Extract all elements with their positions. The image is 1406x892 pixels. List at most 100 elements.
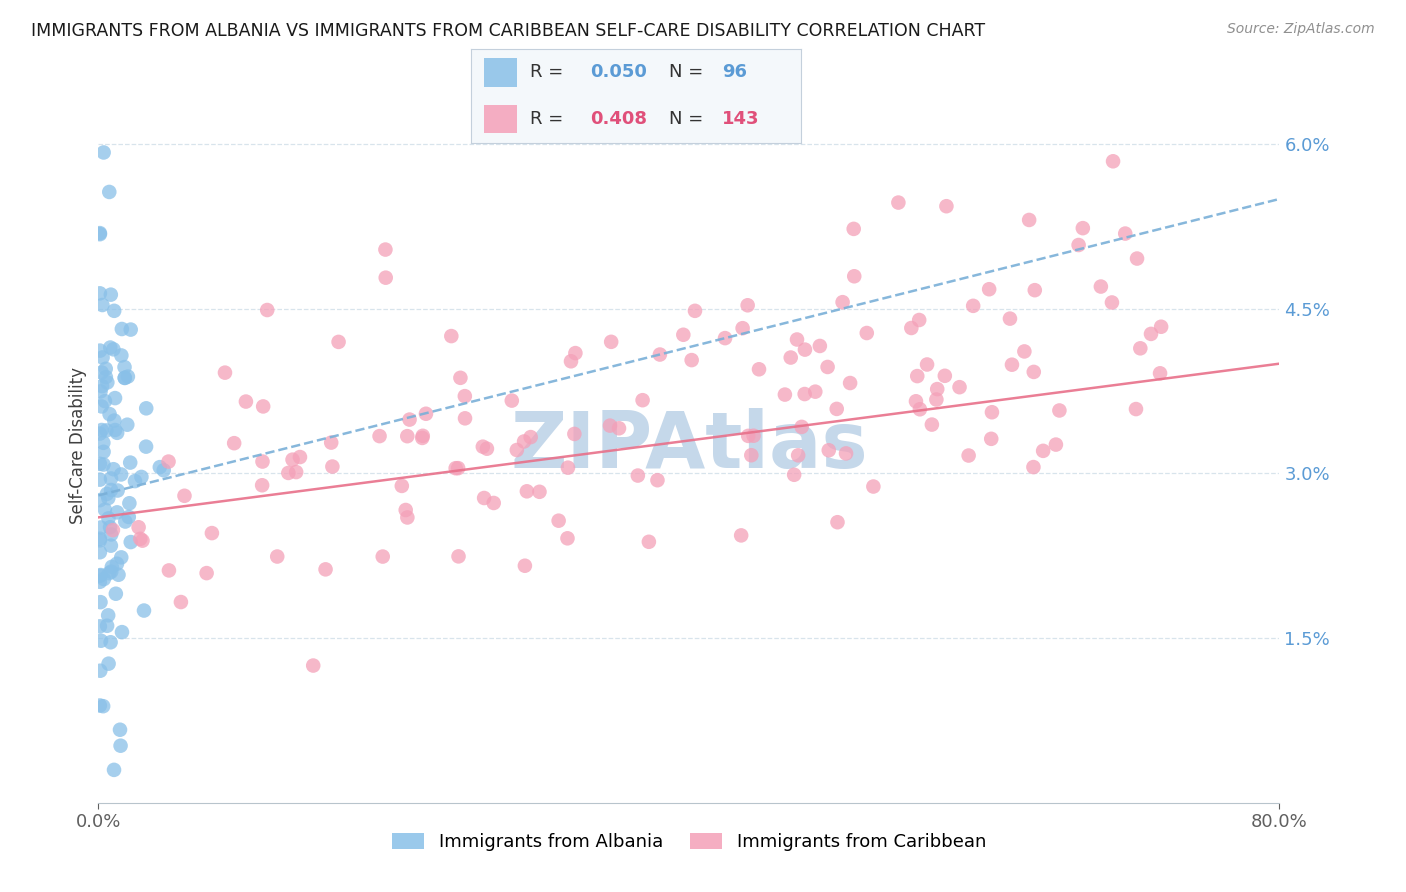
Point (825, 401, 848, 416)
Point (1045, 437, 1067, 451)
Point (96, 487, 118, 501)
Point (887, 195, 910, 210)
Point (110, 739, 132, 753)
Point (328, 334, 350, 349)
Point (447, 549, 470, 564)
Point (564, 426, 586, 441)
Point (454, 389, 477, 403)
Point (783, 467, 806, 482)
Point (927, 382, 949, 396)
Point (157, 454, 180, 468)
Point (302, 658, 325, 673)
Point (391, 479, 413, 493)
Point (91, 435, 114, 450)
Point (94, 394, 117, 409)
Point (94, 370, 117, 384)
Text: N =: N = (669, 63, 703, 81)
Point (631, 393, 654, 408)
Legend: Immigrants from Albania, Immigrants from Caribbean: Immigrants from Albania, Immigrants from… (384, 825, 994, 858)
Point (89, 545, 111, 559)
Point (100, 635, 122, 649)
Text: R =: R = (530, 63, 564, 81)
Point (395, 503, 418, 517)
Point (516, 484, 538, 499)
Point (97, 491, 120, 505)
Point (120, 456, 142, 470)
Point (737, 298, 759, 312)
Point (96, 376, 118, 390)
Point (415, 407, 437, 421)
Point (135, 401, 157, 416)
Point (103, 303, 125, 318)
Point (104, 587, 127, 601)
Point (89, 698, 111, 713)
Point (934, 368, 956, 383)
Point (100, 527, 122, 541)
Point (315, 562, 337, 576)
Point (89, 457, 111, 471)
Point (135, 440, 157, 454)
Point (371, 549, 394, 564)
Point (599, 418, 621, 433)
Point (224, 436, 246, 450)
Point (900, 321, 922, 335)
Point (90, 366, 112, 380)
Point (157, 563, 180, 577)
Point (321, 459, 343, 474)
Point (105, 505, 128, 519)
Point (89, 226, 111, 240)
Point (107, 567, 129, 582)
Point (201, 526, 224, 541)
Point (97, 511, 120, 525)
Point (506, 442, 529, 457)
Point (89, 595, 111, 609)
Point (104, 423, 127, 437)
Point (921, 417, 943, 432)
Point (170, 595, 193, 609)
Point (835, 446, 858, 460)
Point (440, 329, 463, 343)
Point (683, 303, 706, 318)
Point (1047, 403, 1070, 417)
Point (91, 351, 114, 365)
Point (110, 467, 132, 482)
Point (449, 371, 471, 385)
Point (831, 295, 853, 310)
Point (89, 533, 111, 548)
Point (90, 400, 112, 414)
Point (471, 440, 494, 454)
Point (817, 359, 839, 374)
Point (89, 227, 111, 242)
Point (787, 448, 810, 462)
Point (152, 463, 174, 477)
Point (844, 269, 866, 284)
Point (1032, 443, 1054, 458)
Point (103, 462, 125, 476)
Point (131, 533, 153, 548)
Point (714, 331, 737, 345)
Point (98, 407, 121, 421)
Point (817, 443, 839, 458)
Text: 96: 96 (723, 63, 747, 81)
Point (214, 366, 236, 380)
Point (1125, 402, 1147, 417)
Point (855, 326, 877, 340)
Point (250, 478, 273, 492)
Point (252, 454, 274, 468)
Point (1126, 252, 1149, 266)
Point (118, 510, 141, 524)
Point (98, 185, 121, 199)
Point (557, 531, 579, 545)
Point (374, 243, 396, 257)
Point (252, 400, 274, 414)
Point (110, 550, 132, 565)
Point (129, 532, 152, 546)
Point (111, 625, 134, 640)
Point (101, 559, 124, 574)
Point (89, 426, 111, 441)
Point (100, 287, 122, 301)
Point (672, 327, 695, 342)
Point (998, 311, 1021, 326)
Point (862, 479, 884, 493)
Point (114, 371, 136, 385)
